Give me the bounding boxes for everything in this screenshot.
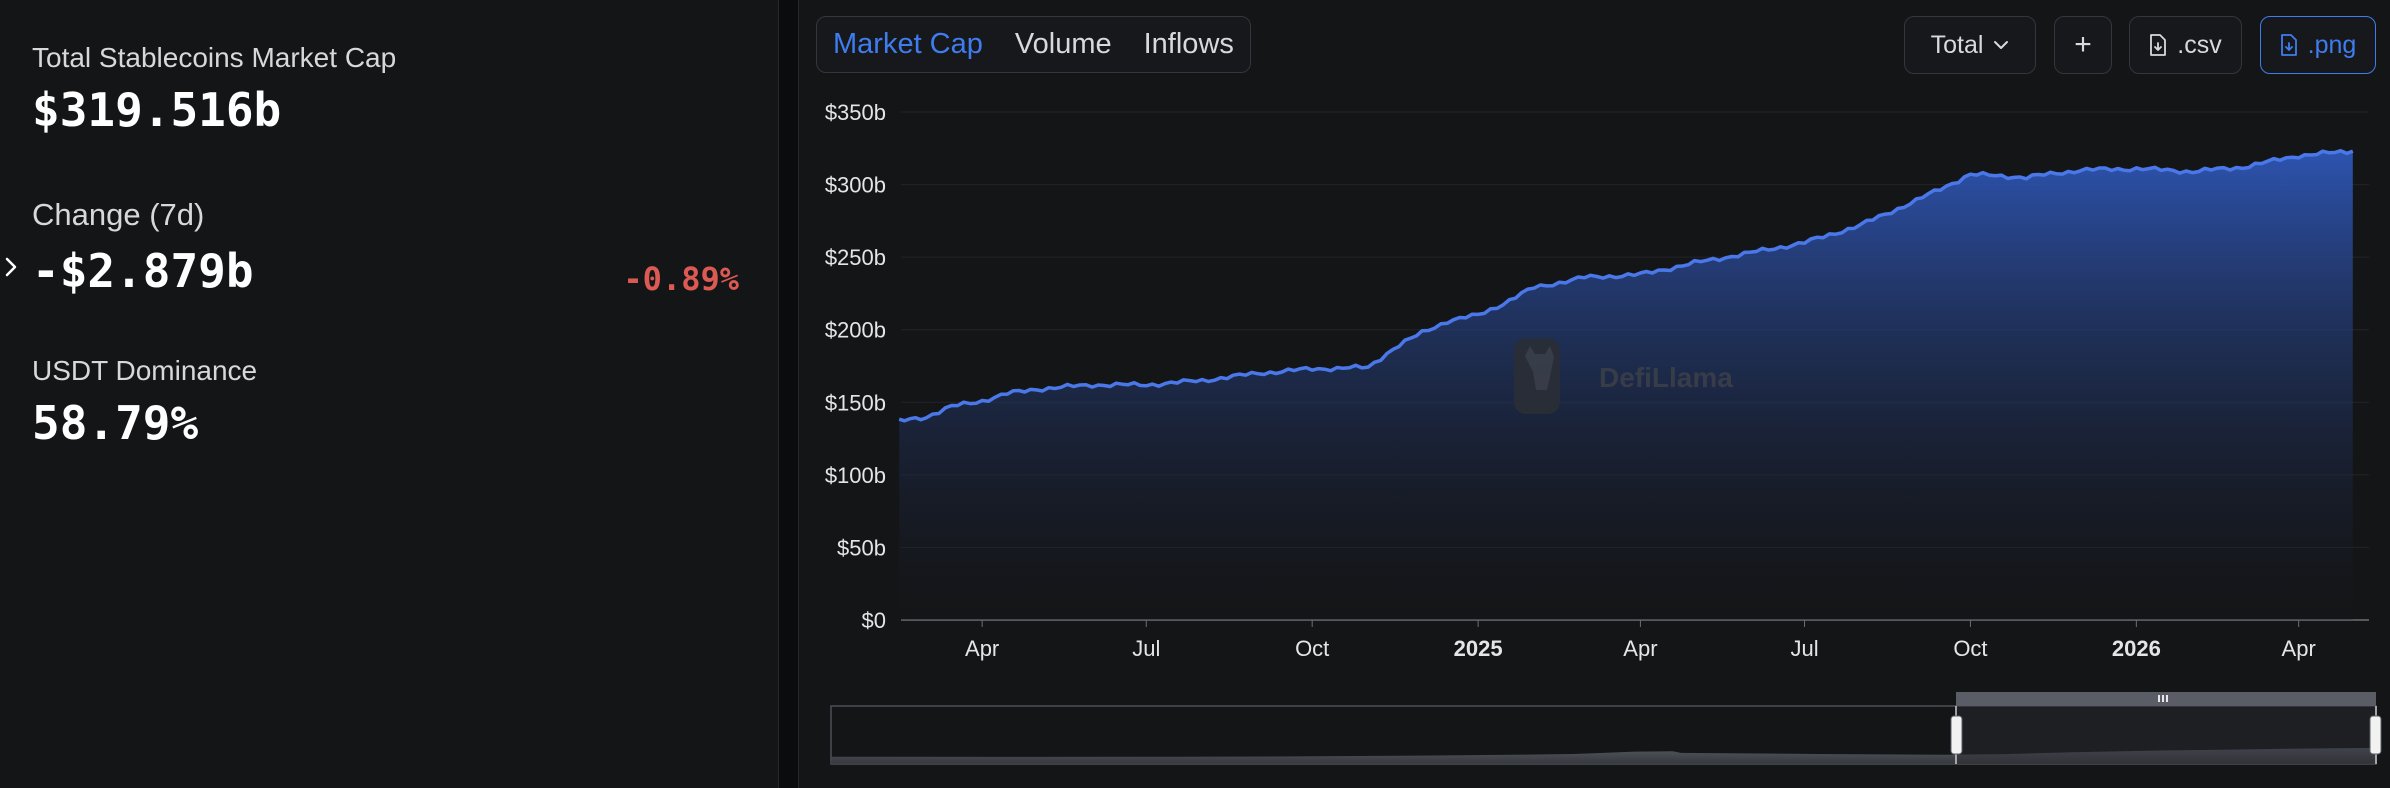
- llama-head-icon: [1525, 346, 1554, 390]
- stats-panel: Total Stablecoins Market Cap $319.516b C…: [0, 0, 779, 788]
- change-7d-percent: -0.89%: [623, 260, 739, 298]
- market-cap-line: [898, 148, 2354, 423]
- usdt-dominance-value: 58.79%: [32, 396, 199, 450]
- y-tick-label: $250b: [825, 245, 886, 270]
- download-png-button[interactable]: .png: [2260, 16, 2376, 74]
- x-tick-label: Jul: [1132, 636, 1160, 661]
- total-select[interactable]: Total: [1904, 16, 2036, 74]
- chevron-right-icon[interactable]: [3, 253, 19, 281]
- navigator-selection[interactable]: [1956, 706, 2376, 764]
- change-7d-value: -$2.879b: [32, 244, 254, 298]
- x-tick-label: 2025: [1454, 636, 1503, 661]
- x-tick-label: Oct: [1295, 636, 1329, 661]
- navigator-mini-area: [831, 747, 2376, 764]
- y-tick-label: $0: [862, 608, 886, 633]
- y-tick-label: $150b: [825, 390, 886, 415]
- x-tick-label: Oct: [1953, 636, 1987, 661]
- x-tick-label: Jul: [1790, 636, 1818, 661]
- y-tick-label: $200b: [825, 318, 886, 343]
- range-navigator[interactable]: [830, 692, 2382, 765]
- file-download-icon: [2280, 34, 2297, 56]
- y-axis: $0 $50b $100b $150b $200b $250b $300b $350b: [825, 100, 886, 633]
- total-market-cap-label: Total Stablecoins Market Cap: [32, 42, 397, 73]
- x-axis: Apr Jul Oct 2025 Apr Jul Oct 2026 Apr: [965, 620, 2316, 661]
- chart-type-tabs: Market Cap Volume Inflows: [816, 16, 1251, 73]
- file-download-icon: [2150, 34, 2167, 56]
- png-label: .png: [2307, 30, 2357, 59]
- x-tick-label: Apr: [1623, 636, 1657, 661]
- navigator-right-handle[interactable]: [2369, 715, 2382, 755]
- add-series-button[interactable]: +: [2054, 16, 2112, 74]
- navigator-left-handle[interactable]: [1950, 715, 1963, 755]
- market-cap-chart: $0 $50b $100b $150b $200b $250b $300b $350b Def…: [825, 100, 2382, 765]
- chevron-down-icon: [1994, 41, 2009, 49]
- x-tick-label: Apr: [965, 636, 999, 661]
- navigator-grip-icon: [2158, 695, 2168, 702]
- download-csv-button[interactable]: .csv: [2129, 16, 2242, 74]
- add-label: +: [2074, 28, 2092, 61]
- tab-volume[interactable]: Volume: [1014, 28, 1112, 60]
- y-tick-label: $300b: [825, 173, 886, 198]
- total-market-cap-value: $319.516b: [32, 83, 282, 137]
- defillama-watermark: DefiLlama: [1514, 338, 1733, 414]
- watermark-text: DefiLlama: [1599, 362, 1733, 393]
- chart-panel: Market Cap Volume Inflows Total + .csv: [798, 0, 2390, 788]
- chart-area: [898, 148, 2354, 620]
- x-tick-label: Apr: [2282, 636, 2316, 661]
- usdt-dominance-label: USDT Dominance: [32, 355, 258, 386]
- market-cap-area: [899, 150, 2353, 620]
- y-tick-label: $100b: [825, 463, 886, 488]
- tab-inflows[interactable]: Inflows: [1143, 28, 1234, 60]
- y-tick-label: $350b: [825, 100, 886, 125]
- x-tick-label: 2026: [2112, 636, 2161, 661]
- tab-market-cap[interactable]: Market Cap: [833, 28, 983, 60]
- total-select-value: Total: [1930, 30, 1984, 59]
- change-7d-label: Change (7d): [32, 197, 205, 232]
- y-tick-label: $50b: [837, 535, 886, 560]
- csv-label: .csv: [2177, 30, 2222, 59]
